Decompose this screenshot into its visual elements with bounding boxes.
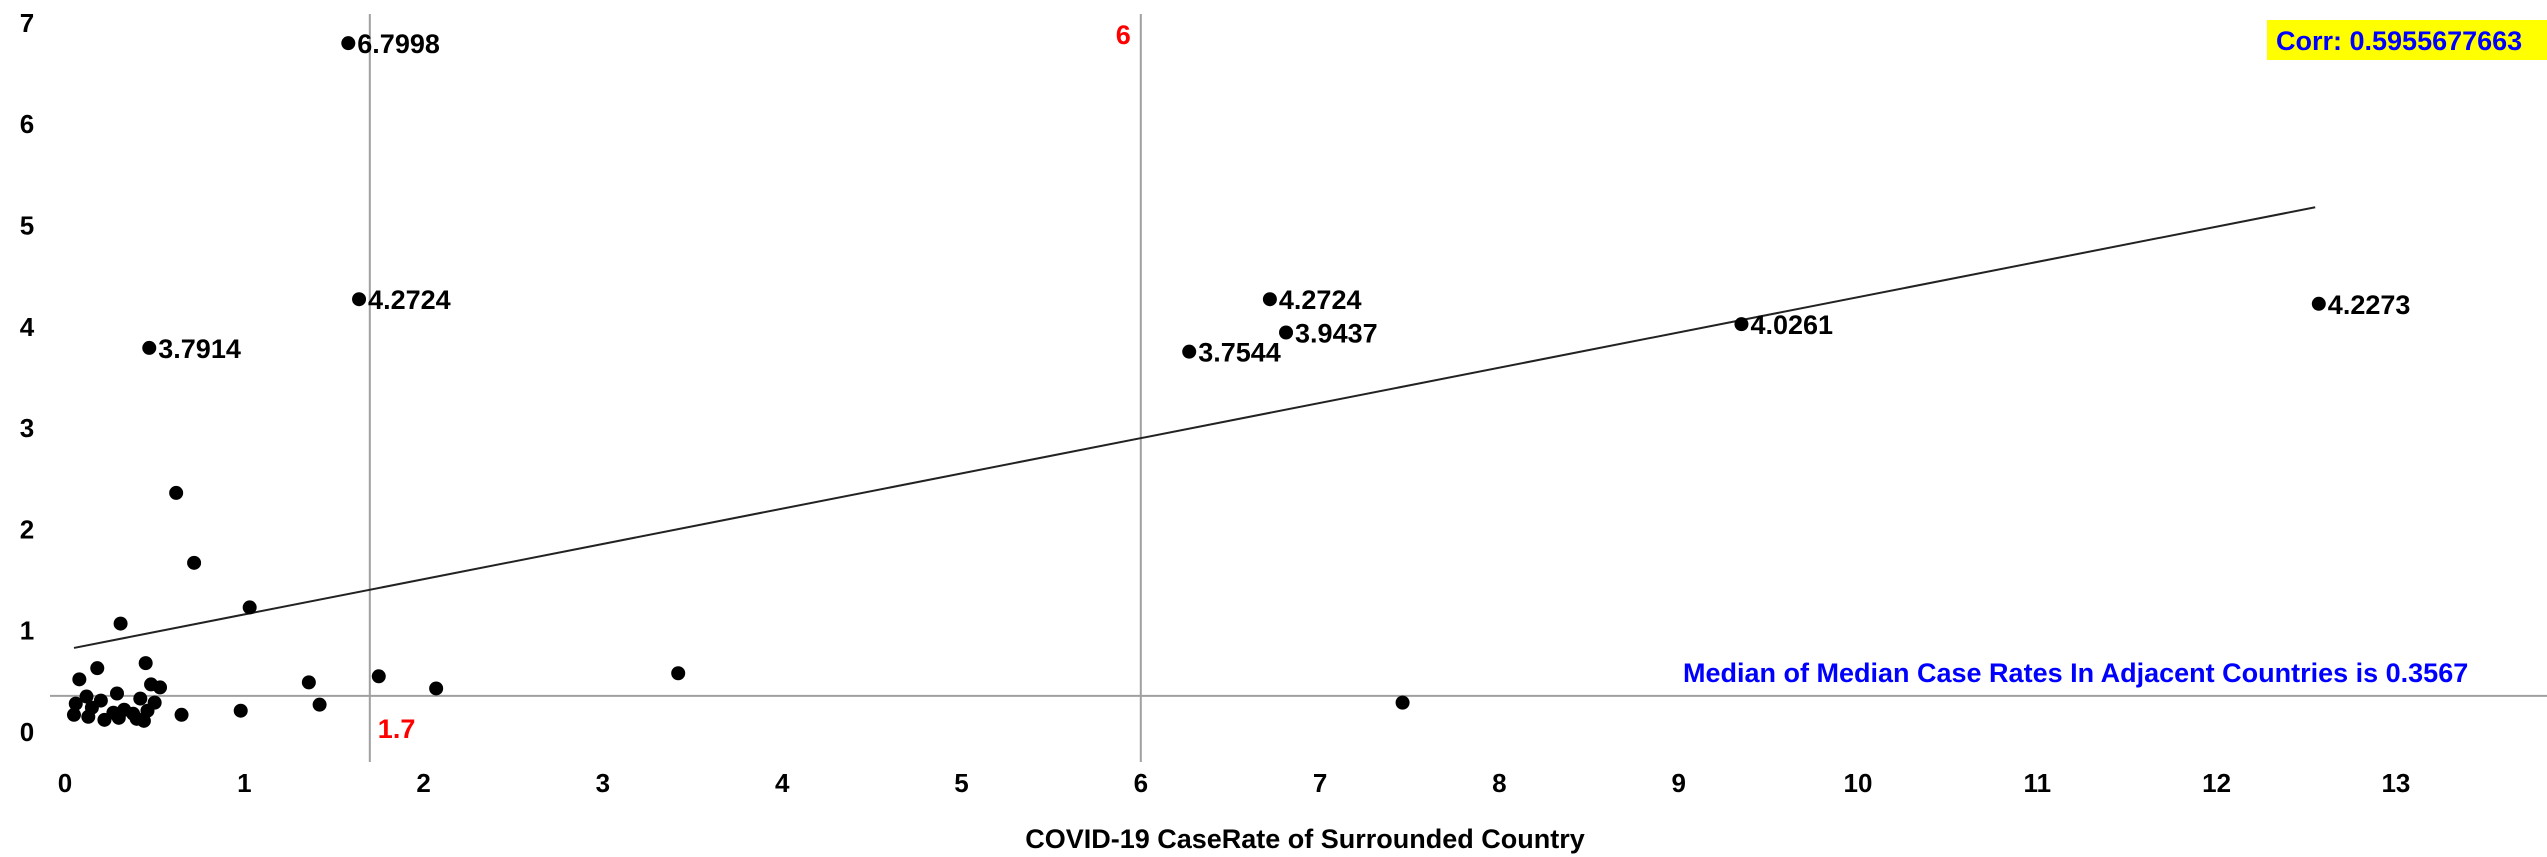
data-point <box>169 485 184 500</box>
x-tick-label: 4 <box>775 768 790 798</box>
data-point <box>1734 317 1749 332</box>
data-point <box>68 696 83 711</box>
y-tick-label: 2 <box>20 514 34 544</box>
data-point <box>111 710 126 725</box>
data-point-label: 6.7998 <box>357 29 440 59</box>
data-point <box>233 703 248 718</box>
data-point <box>1262 292 1277 307</box>
data-point-label: 3.7544 <box>1198 338 1281 368</box>
data-point <box>113 616 128 631</box>
x-tick-label: 0 <box>58 768 72 798</box>
points-group <box>66 36 2326 728</box>
x-tick-label: 7 <box>1313 768 1327 798</box>
x-tick-label: 10 <box>1844 768 1873 798</box>
data-point <box>1279 325 1294 340</box>
data-point <box>153 680 168 695</box>
correlation-badge: Corr: 0.5955677663 <box>2267 20 2547 60</box>
x-tick-label: 1 <box>237 768 251 798</box>
data-point <box>1395 695 1410 710</box>
data-point <box>97 712 112 727</box>
data-point <box>81 709 96 724</box>
point-labels-group: 6.7998 4.2724 3.7914 4.2724 3.9437 3.7544 4.02… <box>158 29 2410 367</box>
data-point <box>352 292 367 307</box>
reference-line-label: 6 <box>1116 20 1131 50</box>
trendline-group <box>73 206 2316 649</box>
data-point <box>90 661 105 676</box>
y-tick-label: 1 <box>20 616 34 646</box>
x-tick-label: 5 <box>954 768 968 798</box>
data-point <box>301 675 316 690</box>
data-point <box>371 669 386 684</box>
data-point <box>142 340 157 355</box>
correlation-badge-background <box>2267 20 2547 60</box>
data-point-label: 4.0261 <box>1750 310 1833 340</box>
y-tick-label: 4 <box>20 312 35 342</box>
data-point <box>138 656 153 671</box>
data-point <box>312 697 327 712</box>
x-tick-label: 11 <box>2024 768 2052 798</box>
data-point-label: 4.2273 <box>2328 290 2411 320</box>
data-point <box>133 691 148 706</box>
data-point <box>429 681 444 696</box>
data-point <box>79 689 94 704</box>
x-tick-label: 13 <box>2381 768 2410 798</box>
x-tick-label: 3 <box>596 768 610 798</box>
data-point <box>2311 296 2326 311</box>
reference-lines: 1.7 6 Median of Median Case Rates In Adjac… <box>50 14 2547 762</box>
median-annotation: Median of Median Case Rates In Adjacent … <box>1683 658 2468 688</box>
x-tick-label: 6 <box>1134 768 1148 798</box>
data-point <box>109 686 124 701</box>
data-point-label: 4.2724 <box>368 285 451 315</box>
data-point-label: 3.9437 <box>1295 319 1378 349</box>
data-point <box>341 36 356 51</box>
data-point <box>1182 344 1197 359</box>
data-point <box>136 713 151 728</box>
y-tick-label: 6 <box>20 109 34 139</box>
data-point-label: 4.2724 <box>1279 285 1362 315</box>
x-tick-label: 9 <box>1671 768 1685 798</box>
y-tick-label: 5 <box>20 211 34 241</box>
data-point-label: 3.7914 <box>158 334 241 364</box>
y-tick-label: 3 <box>20 413 34 443</box>
data-point <box>66 707 81 722</box>
x-tick-label: 2 <box>416 768 430 798</box>
reference-line-label: 1.7 <box>378 714 416 744</box>
data-point <box>671 666 686 681</box>
x-tick-label: 8 <box>1492 768 1506 798</box>
correlation-text: Corr: 0.5955677663 <box>2276 26 2522 56</box>
y-tick-label: 0 <box>20 717 34 747</box>
data-point <box>72 672 87 687</box>
data-point <box>174 707 189 722</box>
x-tick-label: 12 <box>2202 768 2231 798</box>
x-axis-title: COVID-19 CaseRate of Surrounded Country <box>1025 824 1585 854</box>
x-tick-labels: 0 1 2 3 4 5 6 7 8 9 10 11 12 13 <box>58 768 2411 798</box>
y-tick-labels: 0 1 2 3 4 5 6 7 <box>20 8 35 747</box>
data-point <box>242 600 257 615</box>
data-point <box>187 555 202 570</box>
trendline <box>73 206 2316 649</box>
y-tick-label: 7 <box>20 8 34 38</box>
